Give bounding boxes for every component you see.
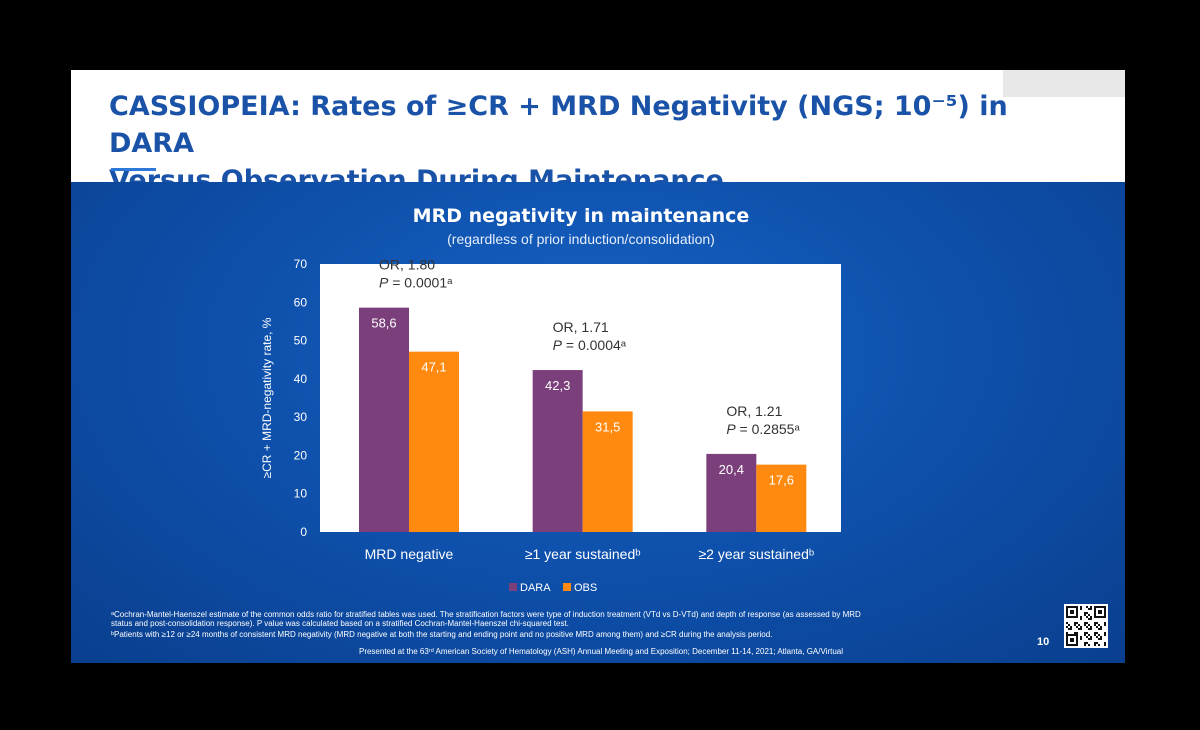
slide-title-line-1: CASSIOPEIA: Rates of ≥CR + MRD Negativit… bbox=[109, 91, 1008, 159]
category-label: ≥1 year sustainedᵇ bbox=[525, 546, 641, 562]
y-tick-label: 60 bbox=[294, 295, 308, 309]
legend-label-obs: OBS bbox=[574, 582, 597, 594]
slide-body: MRD negativity in maintenance (regardles… bbox=[71, 182, 1125, 663]
p-value-label: P = 0.0001ᵃ bbox=[379, 275, 453, 291]
bar-obs-2 bbox=[582, 411, 633, 532]
bar-value-label: 20,4 bbox=[719, 462, 744, 477]
header-corner bbox=[1003, 70, 1125, 97]
y-axis-label: ≥CR + MRD-negativity rate, % bbox=[260, 317, 274, 478]
y-tick-label: 20 bbox=[294, 448, 308, 462]
bar-obs-1 bbox=[409, 351, 459, 532]
bar-value-label: 31,5 bbox=[595, 419, 620, 434]
bar-value-label: 47,1 bbox=[421, 360, 446, 375]
page-number: 10 bbox=[1037, 636, 1050, 648]
y-tick-label: 70 bbox=[294, 257, 308, 271]
chart-subtitle: (regardless of prior induction/consolida… bbox=[447, 231, 715, 247]
odds-ratio-label: OR, 1.21 bbox=[726, 403, 782, 419]
footnote-a-continued: status and post-consolidation response).… bbox=[111, 619, 569, 628]
y-tick-label: 30 bbox=[294, 410, 308, 424]
legend-swatch-obs bbox=[563, 583, 571, 591]
legend-label-dara: DARA bbox=[520, 582, 551, 594]
bar-obs-3 bbox=[756, 464, 807, 532]
y-tick-label: 50 bbox=[294, 334, 308, 348]
y-tick-label: 40 bbox=[294, 372, 308, 386]
bar-value-label: 17,6 bbox=[769, 473, 794, 488]
presented-at-note: Presented at the 63ʳᵈ American Society o… bbox=[358, 647, 844, 656]
slide-header: CASSIOPEIA: Rates of ≥CR + MRD Negativit… bbox=[71, 70, 1125, 196]
title-underline bbox=[111, 168, 156, 171]
bar-dara-1 bbox=[359, 307, 409, 532]
bar-value-label: 58,6 bbox=[371, 316, 396, 331]
bar-dara-3 bbox=[706, 453, 757, 532]
bar-value-label: 42,3 bbox=[545, 378, 570, 393]
p-value-label: P = 0.0004ᵃ bbox=[553, 337, 627, 353]
footnote-b: ᵇPatients with ≥12 or ≥24 months of cons… bbox=[111, 630, 773, 639]
slide: CASSIOPEIA: Rates of ≥CR + MRD Negativit… bbox=[71, 70, 1125, 663]
odds-ratio-label: OR, 1.71 bbox=[553, 319, 609, 335]
bar-dara-2 bbox=[532, 370, 583, 532]
qr-code-icon[interactable] bbox=[1064, 604, 1108, 648]
chart-title: MRD negativity in maintenance bbox=[413, 205, 750, 227]
y-tick-label: 10 bbox=[294, 487, 308, 501]
footnote-a: ᵃCochran-Mantel-Haenszel estimate of the… bbox=[111, 610, 861, 619]
y-tick-label: 0 bbox=[300, 525, 307, 539]
p-value-label: P = 0.2855ᵃ bbox=[726, 421, 800, 437]
category-label: ≥2 year sustainedᵇ bbox=[698, 546, 814, 562]
odds-ratio-label: OR, 1.80 bbox=[379, 257, 435, 273]
legend-swatch-dara bbox=[509, 583, 517, 591]
bar-chart: MRD negativity in maintenance (regardles… bbox=[260, 205, 841, 594]
category-label: MRD negative bbox=[365, 546, 454, 562]
